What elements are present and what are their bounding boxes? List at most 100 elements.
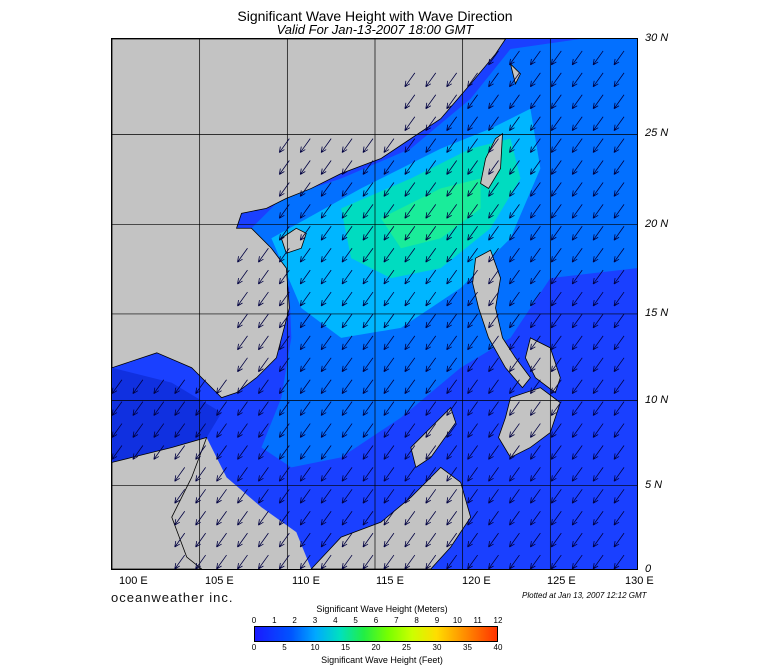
feet-tick: 0 bbox=[251, 643, 257, 652]
wave-arrow bbox=[571, 50, 583, 66]
wave-arrow bbox=[592, 72, 604, 88]
wave-arrow bbox=[488, 138, 499, 153]
wave-arrow bbox=[530, 335, 541, 351]
wave-arrow bbox=[613, 532, 625, 548]
wave-arrow bbox=[550, 269, 562, 285]
wave-arrow bbox=[488, 445, 499, 460]
wave-arrow bbox=[404, 554, 416, 569]
wave-arrow bbox=[425, 160, 437, 175]
wave-arrow bbox=[550, 204, 562, 219]
wave-arrow bbox=[383, 269, 395, 285]
wave-arrow bbox=[571, 116, 583, 131]
wave-arrow bbox=[571, 445, 583, 460]
wave-arrow bbox=[278, 182, 290, 197]
wave-arrow bbox=[362, 467, 374, 482]
wave-arrow bbox=[299, 313, 311, 329]
wave-arrow bbox=[237, 313, 248, 329]
wave-arrow bbox=[592, 269, 604, 285]
wave-arrow bbox=[446, 489, 458, 504]
feet-tick: 5 bbox=[282, 643, 287, 652]
wave-arrow bbox=[550, 291, 562, 307]
wave-arrow bbox=[174, 467, 186, 482]
wave-arrow bbox=[299, 204, 311, 219]
wave-arrow bbox=[467, 335, 478, 351]
wave-arrow bbox=[509, 182, 520, 197]
wave-arrow bbox=[278, 247, 290, 263]
wave-arrow bbox=[425, 72, 437, 88]
wave-arrow bbox=[258, 269, 269, 285]
wave-arrow bbox=[362, 182, 374, 197]
wave-arrow bbox=[383, 510, 395, 526]
wave-arrow bbox=[550, 226, 562, 241]
wave-arrow bbox=[571, 357, 583, 373]
wave-arrow bbox=[530, 226, 541, 241]
wave-arrow bbox=[571, 423, 583, 438]
wave-arrow bbox=[278, 335, 290, 351]
wave-arrow bbox=[550, 357, 562, 373]
wave-arrow bbox=[341, 467, 353, 482]
wave-arrow bbox=[550, 116, 562, 131]
wave-arrow bbox=[341, 313, 353, 329]
wave-arrow bbox=[383, 401, 395, 416]
wave-arrow bbox=[278, 269, 290, 285]
wave-arrow bbox=[613, 160, 625, 175]
lat-label: 25 N bbox=[645, 127, 669, 139]
wave-arrow bbox=[446, 291, 458, 307]
wave-arrow bbox=[278, 554, 290, 569]
wave-arrow bbox=[446, 116, 458, 131]
wave-arrow bbox=[237, 467, 248, 482]
wave-arrow bbox=[530, 116, 541, 131]
wave-arrow bbox=[237, 335, 248, 351]
wave-arrow bbox=[488, 554, 499, 569]
wave-arrow bbox=[530, 182, 541, 197]
wave-arrow bbox=[446, 182, 458, 197]
lat-label: 10 N bbox=[645, 394, 669, 406]
wave-arrow bbox=[613, 269, 625, 285]
wave-arrow bbox=[425, 313, 437, 329]
feet-tick: 10 bbox=[310, 643, 320, 652]
wave-arrow bbox=[425, 291, 437, 307]
wave-arrow bbox=[320, 445, 332, 460]
wave-arrow bbox=[216, 423, 227, 438]
wave-arrow bbox=[530, 401, 541, 416]
wave-arrow bbox=[446, 138, 458, 153]
wave-arrow bbox=[592, 401, 604, 416]
wave-arrow bbox=[571, 160, 583, 175]
wave-arrow bbox=[571, 335, 583, 351]
wave-arrow bbox=[571, 291, 583, 307]
wave-arrow bbox=[383, 445, 395, 460]
wave-arrow bbox=[299, 379, 311, 395]
wave-arrow bbox=[258, 532, 269, 548]
wave-arrow bbox=[550, 94, 562, 110]
wave-arrow bbox=[467, 379, 478, 395]
wave-arrow bbox=[509, 335, 520, 351]
wave-arrow bbox=[341, 489, 353, 504]
wave-arrow bbox=[592, 204, 604, 219]
wave-arrow bbox=[258, 379, 269, 395]
wave-arrow bbox=[592, 357, 604, 373]
wave-arrow bbox=[509, 357, 520, 373]
wave-arrow bbox=[613, 445, 625, 460]
wave-arrow bbox=[341, 554, 353, 569]
wave-arrow bbox=[320, 467, 332, 482]
wave-arrow bbox=[383, 247, 395, 263]
wave-field bbox=[112, 39, 637, 569]
colorbar-title-feet: Significant Wave Height (Feet) bbox=[321, 655, 443, 665]
wave-arrow bbox=[341, 401, 353, 416]
wave-map bbox=[111, 38, 638, 570]
wave-arrow bbox=[216, 379, 227, 395]
wave-arrow bbox=[509, 510, 520, 526]
wave-arrow bbox=[425, 554, 437, 569]
wave-arrow bbox=[550, 423, 562, 438]
wave-arrow bbox=[613, 182, 625, 197]
wave-arrow bbox=[550, 445, 562, 460]
wave-arrow bbox=[237, 423, 248, 438]
wave-arrow bbox=[488, 204, 499, 219]
wave-arrow bbox=[258, 247, 269, 263]
wave-arrow bbox=[362, 532, 374, 548]
wave-arrow bbox=[299, 138, 311, 153]
wave-arrow bbox=[446, 226, 458, 241]
wave-arrow bbox=[216, 554, 227, 569]
wave-arrow bbox=[237, 532, 248, 548]
wave-arrow bbox=[592, 379, 604, 395]
